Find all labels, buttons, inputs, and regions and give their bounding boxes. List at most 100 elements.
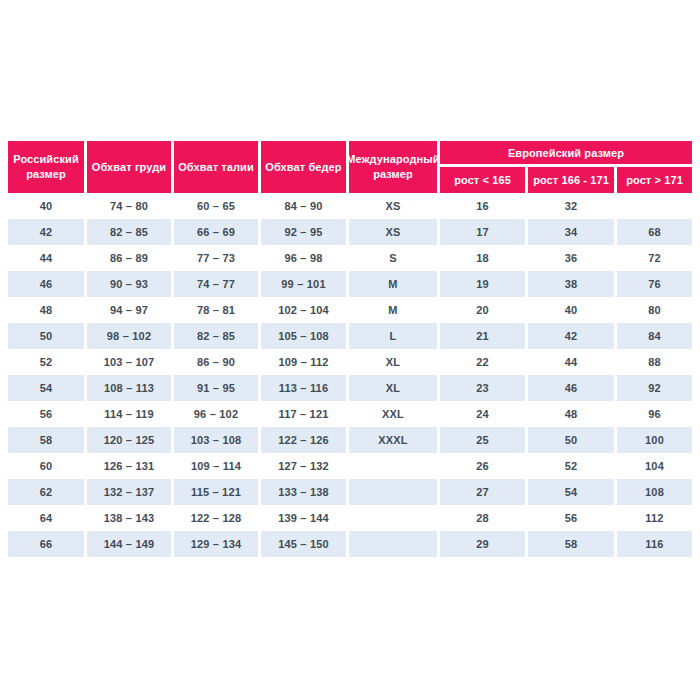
table-cell: 54 [8, 375, 87, 401]
table-cell: 84 [617, 323, 692, 349]
table-cell: 105 – 108 [261, 323, 349, 349]
table-cell: 46 [528, 375, 617, 401]
table-row: 4074 – 8060 – 6584 – 90XS1632 [8, 193, 692, 219]
table-cell: S [349, 245, 440, 271]
table-cell [349, 531, 440, 557]
table-cell: 82 – 85 [174, 323, 261, 349]
table-cell: 103 – 107 [87, 349, 174, 375]
table-cell: XS [349, 219, 440, 245]
table-cell: 44 [528, 349, 617, 375]
table-cell: XXXL [349, 427, 440, 453]
table-row: 4282 – 8566 – 6992 – 95XS173468 [8, 219, 692, 245]
size-chart-page: Российский размер Обхват груди Обхват та… [0, 0, 700, 700]
table-cell: 72 [617, 245, 692, 271]
table-row: 4690 – 9374 – 7799 – 101M193876 [8, 271, 692, 297]
table-cell: 46 [8, 271, 87, 297]
header-height-subrow: рост < 165 рост 166 - 171 рост > 171 [440, 167, 692, 193]
table-cell: 86 – 90 [174, 349, 261, 375]
table-cell: 64 [8, 505, 87, 531]
header-height-gt-171: рост > 171 [617, 167, 692, 193]
table-cell: 56 [528, 505, 617, 531]
table-cell: 139 – 144 [261, 505, 349, 531]
table-cell: 98 – 102 [87, 323, 174, 349]
table-cell: 108 [617, 479, 692, 505]
table-row: 58120 – 125103 – 108122 – 126XXXL2550100 [8, 427, 692, 453]
table-cell [349, 505, 440, 531]
table-cell: M [349, 271, 440, 297]
table-cell: 52 [8, 349, 87, 375]
header-height-166-171: рост 166 - 171 [528, 167, 617, 193]
table-row: 52103 – 10786 – 90109 – 112XL224488 [8, 349, 692, 375]
table-cell [617, 193, 692, 219]
table-cell: 18 [440, 245, 528, 271]
table-cell: 144 – 149 [87, 531, 174, 557]
table-cell: 99 – 101 [261, 271, 349, 297]
table-cell: 74 – 80 [87, 193, 174, 219]
table-cell [349, 479, 440, 505]
table-cell: 114 – 119 [87, 401, 174, 427]
table-cell: 27 [440, 479, 528, 505]
table-cell: 90 – 93 [87, 271, 174, 297]
table-cell: 19 [440, 271, 528, 297]
table-cell: 56 [8, 401, 87, 427]
table-cell: 60 [8, 453, 87, 479]
table-cell: 77 – 73 [174, 245, 261, 271]
table-cell: 38 [528, 271, 617, 297]
table-cell: 117 – 121 [261, 401, 349, 427]
table-cell: 103 – 108 [174, 427, 261, 453]
table-row: 64138 – 143122 – 128139 – 1442856112 [8, 505, 692, 531]
table-cell: 40 [8, 193, 87, 219]
table-cell: 29 [440, 531, 528, 557]
table-cell: 82 – 85 [87, 219, 174, 245]
table-cell: 86 – 89 [87, 245, 174, 271]
table-cell: 126 – 131 [87, 453, 174, 479]
table-cell: 91 – 95 [174, 375, 261, 401]
table-cell [349, 453, 440, 479]
table-cell: 24 [440, 401, 528, 427]
table-cell: 113 – 116 [261, 375, 349, 401]
table-cell: 68 [617, 219, 692, 245]
header-height-lt-165: рост < 165 [440, 167, 528, 193]
table-cell: 48 [528, 401, 617, 427]
table-cell: 52 [528, 453, 617, 479]
table-body: 4074 – 8060 – 6584 – 90XS16324282 – 8566… [8, 193, 692, 557]
table-cell: 104 [617, 453, 692, 479]
table-cell: XXL [349, 401, 440, 427]
table-cell: 96 – 102 [174, 401, 261, 427]
table-cell: 48 [8, 297, 87, 323]
table-cell: 129 – 134 [174, 531, 261, 557]
table-cell: 96 [617, 401, 692, 427]
table-cell: 54 [528, 479, 617, 505]
table-cell: 120 – 125 [87, 427, 174, 453]
table-cell: 17 [440, 219, 528, 245]
table-row: 4894 – 9778 – 81102 – 104M204080 [8, 297, 692, 323]
table-row: 4486 – 8977 – 7396 – 98S183672 [8, 245, 692, 271]
table-cell: 74 – 77 [174, 271, 261, 297]
header-european-size-group: Европейский размер рост < 165 рост 166 -… [440, 141, 692, 193]
table-cell: 133 – 138 [261, 479, 349, 505]
size-table: Российский размер Обхват груди Обхват та… [8, 141, 692, 557]
table-cell: XL [349, 375, 440, 401]
header-hips: Обхват бедер [261, 141, 349, 193]
table-cell: 50 [8, 323, 87, 349]
table-cell: 109 – 112 [261, 349, 349, 375]
table-cell: 62 [8, 479, 87, 505]
table-cell: 138 – 143 [87, 505, 174, 531]
table-cell: 66 [8, 531, 87, 557]
table-cell: 112 [617, 505, 692, 531]
table-cell: 92 [617, 375, 692, 401]
table-cell: 25 [440, 427, 528, 453]
table-cell: 21 [440, 323, 528, 349]
table-cell: 115 – 121 [174, 479, 261, 505]
table-row: 60126 – 131109 – 114127 – 1322652104 [8, 453, 692, 479]
table-cell: 34 [528, 219, 617, 245]
table-cell: 132 – 137 [87, 479, 174, 505]
table-header-row: Российский размер Обхват груди Обхват та… [8, 141, 692, 193]
table-cell: 36 [528, 245, 617, 271]
table-cell: 109 – 114 [174, 453, 261, 479]
table-cell: 50 [528, 427, 617, 453]
table-row: 5098 – 10282 – 85105 – 108L214284 [8, 323, 692, 349]
table-cell: L [349, 323, 440, 349]
header-international-size: Международный размер [349, 141, 440, 193]
table-cell: 23 [440, 375, 528, 401]
